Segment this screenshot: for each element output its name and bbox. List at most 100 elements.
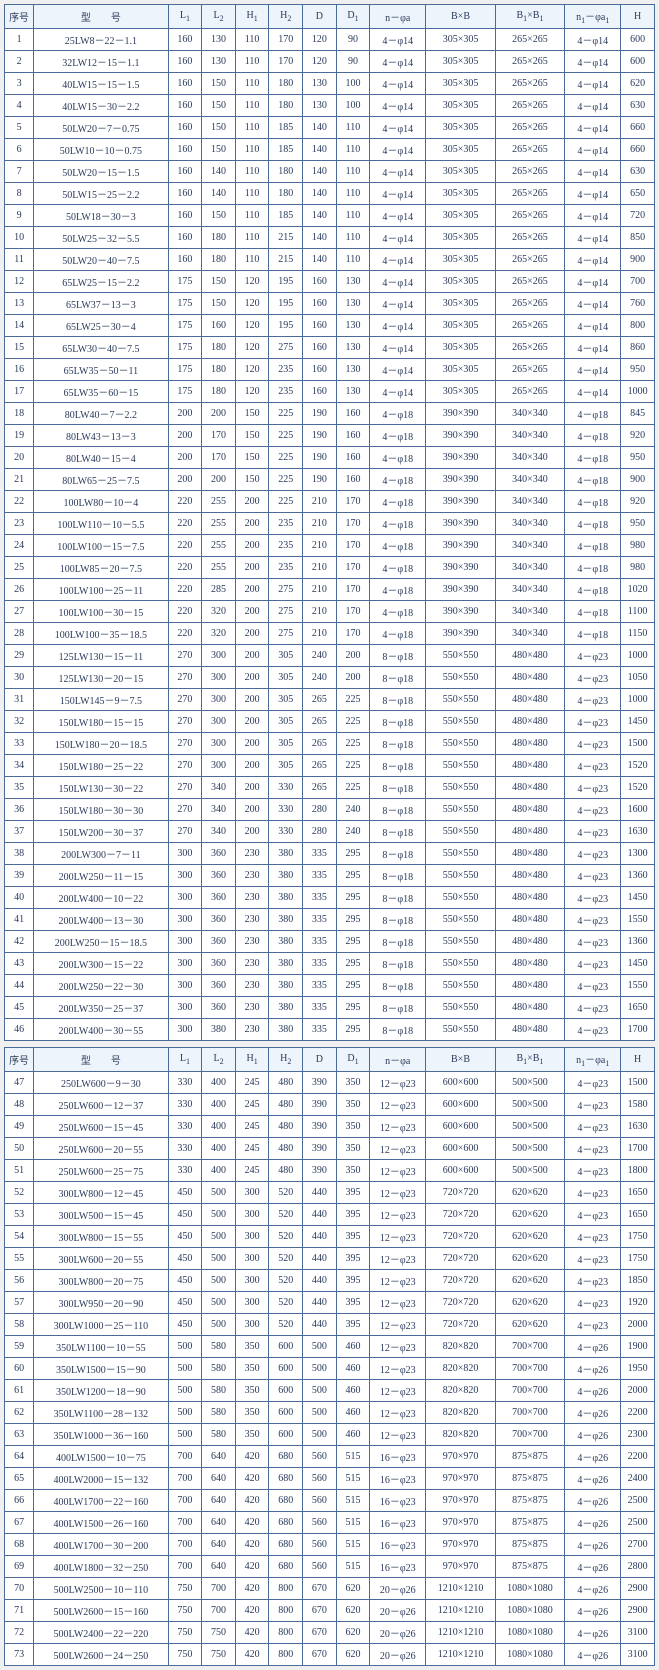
cell-B1xB1: 1080×1080 — [495, 1578, 564, 1600]
cell-model: 400LW2000－15－132 — [34, 1468, 168, 1490]
cell-D1: 350 — [336, 1160, 370, 1182]
cell-B1xB1: 480×480 — [495, 953, 564, 975]
cell-BxB: 600×600 — [426, 1116, 495, 1138]
cell-D: 560 — [303, 1490, 337, 1512]
cell-model: 400LW1500－10－75 — [34, 1446, 168, 1468]
cell-H1: 200 — [235, 689, 269, 711]
cell-L2: 320 — [202, 601, 236, 623]
cell-H: 2000 — [621, 1380, 655, 1402]
cell-H: 1050 — [621, 667, 655, 689]
cell-H2: 380 — [269, 887, 303, 909]
cell-H2: 225 — [269, 447, 303, 469]
cell-D1: 620 — [336, 1622, 370, 1644]
cell-L1: 220 — [168, 557, 202, 579]
cell-H2: 235 — [269, 535, 303, 557]
table-row: 48250LW600－12－3733040024548039035012－φ23… — [5, 1094, 655, 1116]
cell-D: 390 — [303, 1116, 337, 1138]
cell-seq: 71 — [5, 1600, 34, 1622]
cell-D1: 295 — [336, 931, 370, 953]
cell-L2: 500 — [202, 1270, 236, 1292]
cell-H2: 380 — [269, 865, 303, 887]
cell-seq: 29 — [5, 645, 34, 667]
cell-B1xB1: 620×620 — [495, 1248, 564, 1270]
cell-seq: 14 — [5, 315, 34, 337]
cell-B1xB1: 875×875 — [495, 1534, 564, 1556]
cell-H1: 110 — [235, 51, 269, 73]
cell-H: 980 — [621, 557, 655, 579]
cell-BxB: 305×305 — [426, 51, 495, 73]
cell-npa: 4－φ18 — [370, 403, 426, 425]
cell-D: 440 — [303, 1292, 337, 1314]
cell-npa: 8－φ18 — [370, 667, 426, 689]
cell-L1: 750 — [168, 1578, 202, 1600]
table-row: 40200LW400－10－223003602303803352958－φ185… — [5, 887, 655, 909]
cell-seq: 53 — [5, 1204, 34, 1226]
table-row: 61350LW1200－18－9050058035060050046012－φ2… — [5, 1380, 655, 1402]
cell-D1: 100 — [336, 73, 370, 95]
cell-n1pa1: 4－φ14 — [565, 205, 621, 227]
cell-H: 650 — [621, 183, 655, 205]
cell-BxB: 550×550 — [426, 997, 495, 1019]
cell-H1: 350 — [235, 1424, 269, 1446]
cell-npa: 8－φ18 — [370, 909, 426, 931]
cell-npa: 4－φ14 — [370, 315, 426, 337]
cell-L1: 270 — [168, 733, 202, 755]
cell-L2: 360 — [202, 887, 236, 909]
cell-B1xB1: 620×620 — [495, 1314, 564, 1336]
cell-D1: 295 — [336, 865, 370, 887]
cell-seq: 52 — [5, 1182, 34, 1204]
cell-model: 50LW18－30－3 — [34, 205, 168, 227]
cell-n1pa1: 4－φ14 — [565, 183, 621, 205]
cell-n1pa1: 4－φ26 — [565, 1380, 621, 1402]
cell-H: 1650 — [621, 997, 655, 1019]
cell-n1pa1: 4－φ14 — [565, 95, 621, 117]
cell-H2: 180 — [269, 161, 303, 183]
table-row: 440LW15－30－2.21601501101801301004－φ14305… — [5, 95, 655, 117]
cell-BxB: 550×550 — [426, 931, 495, 953]
table-row: 47250LW600－9－3033040024548039035012－φ236… — [5, 1072, 655, 1094]
cell-D: 500 — [303, 1424, 337, 1446]
cell-H: 1360 — [621, 865, 655, 887]
cell-D1: 90 — [336, 51, 370, 73]
cell-L1: 330 — [168, 1116, 202, 1138]
cell-B1xB1: 700×700 — [495, 1380, 564, 1402]
cell-npa: 4－φ18 — [370, 601, 426, 623]
cell-D: 390 — [303, 1094, 337, 1116]
cell-seq: 61 — [5, 1380, 34, 1402]
cell-seq: 3 — [5, 73, 34, 95]
cell-D1: 515 — [336, 1534, 370, 1556]
cell-H: 1500 — [621, 1072, 655, 1094]
cell-H: 1450 — [621, 887, 655, 909]
cell-model: 250LW600－9－30 — [34, 1072, 168, 1094]
cell-L1: 160 — [168, 95, 202, 117]
spec-table-1: 序号型 号L1L2H1H2DD1n－φaB×BB1×B1n1－φa1H 125L… — [4, 4, 655, 1041]
cell-B1xB1: 620×620 — [495, 1182, 564, 1204]
cell-L2: 180 — [202, 337, 236, 359]
cell-H2: 380 — [269, 1019, 303, 1041]
cell-H1: 200 — [235, 645, 269, 667]
cell-D1: 170 — [336, 601, 370, 623]
cell-D: 335 — [303, 887, 337, 909]
cell-D1: 395 — [336, 1226, 370, 1248]
cell-D1: 395 — [336, 1270, 370, 1292]
cell-L1: 700 — [168, 1446, 202, 1468]
cell-L2: 400 — [202, 1094, 236, 1116]
cell-D: 210 — [303, 513, 337, 535]
cell-L2: 150 — [202, 205, 236, 227]
cell-H: 2500 — [621, 1512, 655, 1534]
cell-L1: 220 — [168, 491, 202, 513]
cell-npa: 12－φ23 — [370, 1182, 426, 1204]
col-seq: 序号 — [5, 5, 34, 29]
cell-BxB: 550×550 — [426, 1019, 495, 1041]
cell-seq: 38 — [5, 843, 34, 865]
cell-B1xB1: 340×340 — [495, 513, 564, 535]
cell-L1: 700 — [168, 1534, 202, 1556]
cell-H2: 330 — [269, 799, 303, 821]
cell-npa: 8－φ18 — [370, 975, 426, 997]
cell-D1: 515 — [336, 1468, 370, 1490]
cell-n1pa1: 4－φ23 — [565, 865, 621, 887]
cell-n1pa1: 4－φ18 — [565, 447, 621, 469]
cell-D: 560 — [303, 1446, 337, 1468]
cell-L1: 450 — [168, 1204, 202, 1226]
cell-D: 500 — [303, 1336, 337, 1358]
